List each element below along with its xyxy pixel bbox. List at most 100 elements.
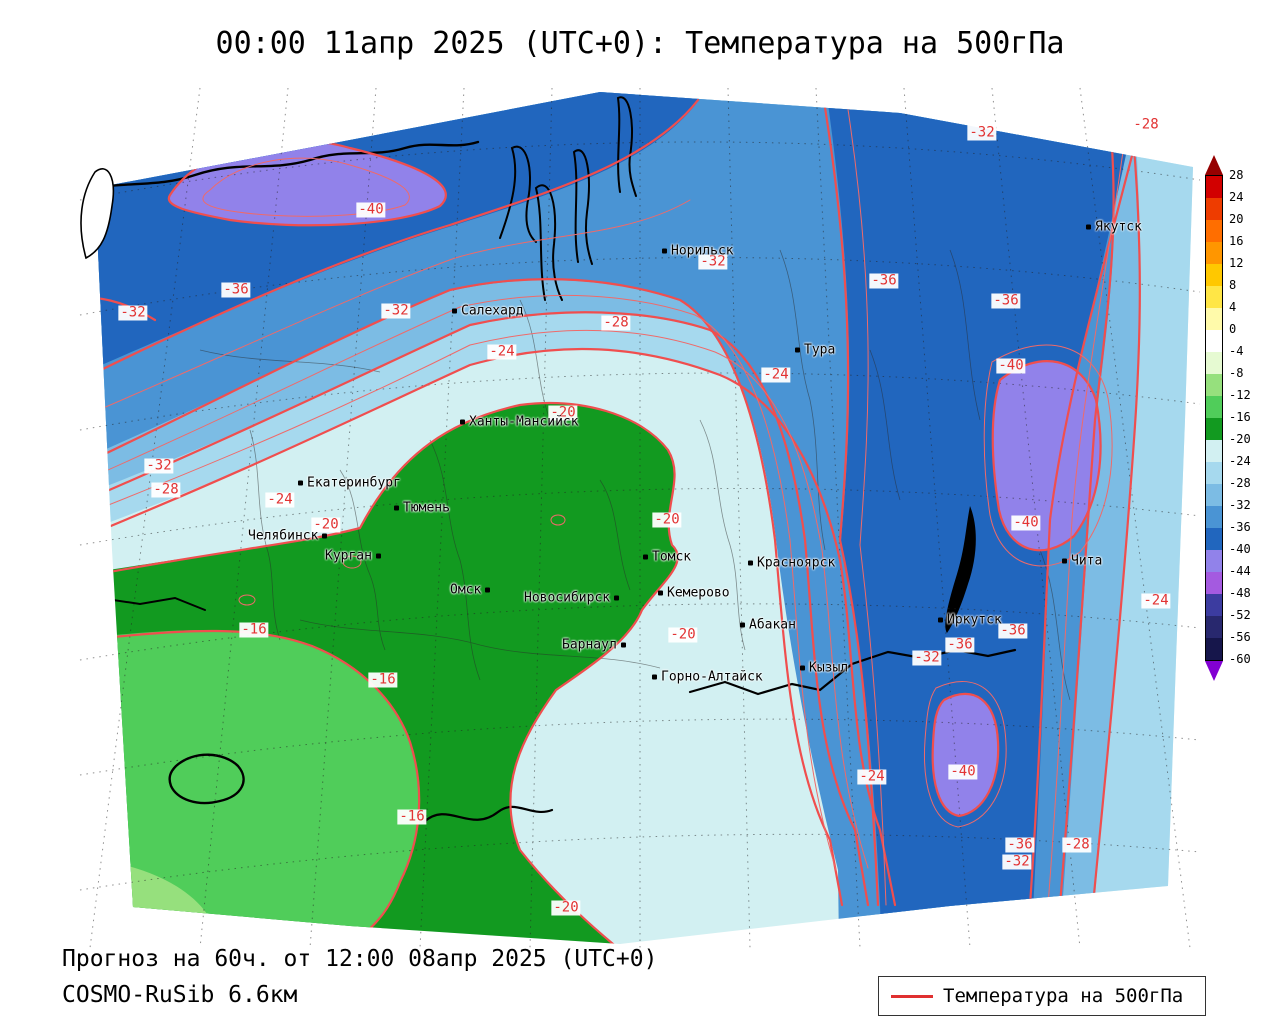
- colorbar-segment: [1206, 308, 1222, 330]
- city-marker: Горно-Алтайск: [652, 670, 763, 685]
- city-dot-icon: [658, 590, 663, 596]
- legend-label: Температура на 500гПа: [943, 985, 1184, 1007]
- colorbar-tick-label: 4: [1229, 300, 1237, 314]
- city-marker: Кемерово: [658, 586, 730, 601]
- colorbar-tick-label: 8: [1229, 278, 1237, 292]
- city-dot-icon: [795, 347, 800, 353]
- city-marker: Якутск: [1086, 220, 1142, 235]
- colorbar-segment: [1206, 286, 1222, 308]
- city-marker: Красноярск: [748, 556, 835, 571]
- city-marker: Кызыл: [800, 661, 848, 676]
- forecast-info-line: Прогноз на 60ч. от 12:00 08апр 2025 (UTC…: [62, 946, 658, 972]
- contour-label: -20: [551, 899, 581, 916]
- contour-label: -24: [265, 491, 295, 508]
- contour-label: -16: [397, 808, 427, 825]
- city-marker: Чита: [1062, 554, 1102, 569]
- contour-label: -28: [151, 481, 181, 498]
- colorbar-segment: [1206, 374, 1222, 396]
- city-marker: Омск: [450, 582, 491, 598]
- city-dot-icon: [375, 553, 381, 559]
- city-marker: Салехард: [452, 304, 524, 319]
- colorbar-tick-label: 12: [1229, 256, 1244, 270]
- city-label: Курган: [325, 548, 372, 564]
- city-dot-icon: [620, 642, 626, 648]
- city-label: Барнаул: [562, 637, 617, 653]
- city-marker: Тюмень: [394, 501, 450, 516]
- city-marker: Норильск: [662, 244, 734, 259]
- city-label: Норильск: [671, 243, 734, 259]
- colorbar-tick-label: -24: [1229, 454, 1251, 468]
- colorbar-tick-label: -48: [1229, 586, 1251, 600]
- colorbar-tick-label: -32: [1229, 498, 1251, 512]
- colorbar-triangle-up: [1205, 155, 1223, 175]
- contour-label: -36: [998, 622, 1028, 639]
- colorbar-tick-label: -36: [1229, 520, 1251, 534]
- contour-label: -32: [1002, 853, 1032, 870]
- page-title: 00:00 11апр 2025 (UTC+0): Температура на…: [215, 26, 1065, 61]
- contour-label: -36: [221, 281, 251, 298]
- colorbar-tick-label: -28: [1229, 476, 1251, 490]
- colorbar-segment: [1206, 594, 1222, 616]
- colorbar-segment: [1206, 176, 1222, 198]
- contour-label: -24: [1141, 592, 1171, 609]
- colorbar-tick-label: -16: [1229, 410, 1251, 424]
- colorbar-segment: [1206, 418, 1222, 440]
- colorbar-segment: [1206, 198, 1222, 220]
- colorbar-tick-label: 20: [1229, 212, 1244, 226]
- contour-label: -40: [1011, 514, 1041, 531]
- city-marker: Ханты-Мансийск: [460, 415, 579, 430]
- city-marker: Челябинск: [248, 529, 328, 544]
- contour-label: -40: [356, 201, 386, 218]
- colorbar-tick-label: 28: [1229, 168, 1244, 182]
- city-label: Горно-Алтайск: [661, 669, 763, 685]
- colorbar-segment: [1206, 264, 1222, 286]
- contour-label: -32: [144, 457, 174, 474]
- colorbar-tick-label: -12: [1229, 388, 1251, 402]
- colorbar-segment: [1206, 220, 1222, 242]
- contour-label: -24: [761, 366, 791, 383]
- city-label: Екатеринбург: [307, 475, 401, 491]
- city-marker: Томск: [643, 550, 691, 565]
- city-label: Новосибирск: [524, 590, 611, 606]
- contour-label: -20: [652, 511, 682, 528]
- city-label: Кемерово: [667, 585, 730, 601]
- colorbar-tick-label: 16: [1229, 234, 1244, 248]
- colorbar-segment: [1206, 638, 1222, 660]
- city-label: Омск: [450, 582, 482, 598]
- city-marker: Абакан: [740, 618, 796, 633]
- city-dot-icon: [485, 587, 491, 593]
- contour-label: -20: [668, 626, 698, 643]
- city-marker: Иркутск: [938, 613, 1002, 628]
- contour-label: -16: [239, 621, 269, 638]
- city-marker: Тура: [795, 343, 835, 358]
- city-label: Ханты-Мансийск: [469, 414, 579, 430]
- colorbar-tick-label: -40: [1229, 542, 1251, 556]
- city-dot-icon: [643, 554, 648, 560]
- city-label: Якутск: [1095, 219, 1142, 235]
- contour-label: -36: [869, 272, 899, 289]
- city-label: Кызыл: [809, 660, 849, 676]
- colorbar-tick-label: -56: [1229, 630, 1251, 644]
- margin-coastlines: [80, 168, 114, 260]
- colorbar-segment: [1206, 550, 1222, 572]
- colorbar-triangle-down: [1205, 661, 1223, 681]
- city-marker: Курган: [325, 549, 381, 564]
- colorbar-tick-label: -20: [1229, 432, 1251, 446]
- contour-label: -32: [912, 649, 942, 666]
- city-label: Абакан: [749, 617, 796, 633]
- contour-label: -24: [857, 768, 887, 785]
- colorbar-segment: [1206, 506, 1222, 528]
- city-dot-icon: [298, 480, 303, 486]
- city-marker: Екатеринбург: [298, 476, 401, 491]
- city-label: Томск: [652, 549, 692, 565]
- colorbar-tick-label: -8: [1229, 366, 1244, 380]
- colorbar-segment: [1206, 528, 1222, 550]
- colorbar-tick-label: -52: [1229, 608, 1251, 622]
- contour-label: -36: [945, 636, 975, 653]
- city-dot-icon: [662, 248, 667, 254]
- city-dot-icon: [452, 308, 457, 314]
- city-dot-icon: [800, 665, 805, 671]
- city-dot-icon: [1086, 224, 1091, 230]
- city-dot-icon: [1062, 558, 1067, 564]
